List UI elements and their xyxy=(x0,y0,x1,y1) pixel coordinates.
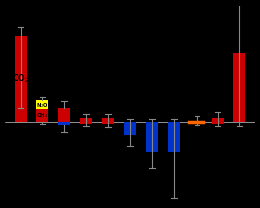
Text: N$_2$O: N$_2$O xyxy=(36,101,49,110)
Text: CH$_4$: CH$_4$ xyxy=(36,111,49,120)
Bar xyxy=(36,100,48,109)
Bar xyxy=(146,121,158,152)
Bar xyxy=(36,109,48,121)
Bar xyxy=(124,121,136,135)
Text: CO$_2$: CO$_2$ xyxy=(12,73,29,85)
Bar xyxy=(233,53,245,121)
Bar xyxy=(168,121,180,152)
Bar xyxy=(102,118,114,124)
Bar xyxy=(58,108,70,121)
Bar xyxy=(80,118,92,124)
Bar xyxy=(58,121,70,125)
Bar xyxy=(15,36,27,121)
Bar xyxy=(212,118,224,124)
